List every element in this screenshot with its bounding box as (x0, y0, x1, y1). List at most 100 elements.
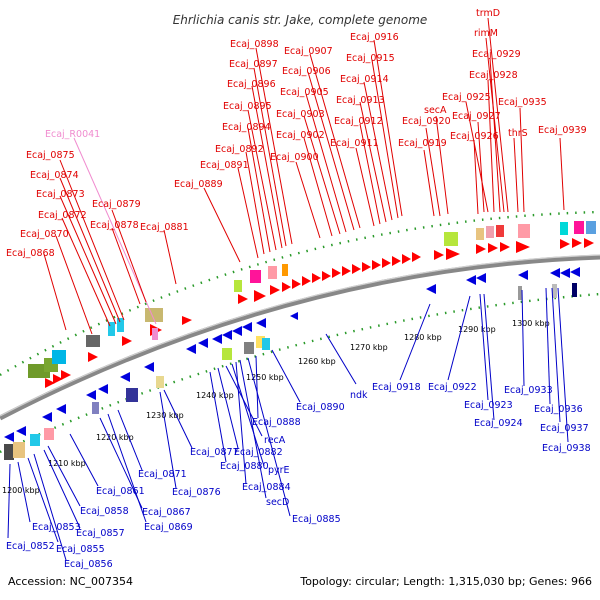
bottom-leaders (7, 287, 569, 561)
inner-scale-track (0, 292, 600, 454)
leader (253, 67, 287, 247)
gene-arrow (560, 239, 570, 249)
gene-arrow (144, 362, 154, 372)
gene-arrow (412, 252, 421, 262)
gene-arrow (182, 316, 192, 325)
gene-arrow (476, 244, 486, 254)
leader (59, 195, 117, 325)
leader (247, 127, 271, 253)
label-secA: secA (424, 105, 447, 116)
feature-box (586, 221, 596, 234)
leader (303, 115, 341, 235)
gene-arrow (342, 266, 351, 276)
leader (551, 287, 561, 423)
label-Ecaj_0916: Ecaj_0916 (350, 32, 399, 43)
feature-box (250, 270, 261, 283)
gene-arrow (53, 374, 63, 384)
label-Ecaj_0879: Ecaj_0879 (92, 199, 141, 210)
gene-arrow (402, 254, 411, 264)
leader (33, 453, 67, 561)
label-Ecaj_0873: Ecaj_0873 (36, 189, 85, 200)
leader (245, 151, 265, 255)
gene-arrow (45, 378, 55, 388)
label-Ecaj_R0041: Ecaj_R0041 (45, 129, 100, 140)
genome-backbone (0, 254, 600, 421)
leader (305, 93, 347, 233)
label-Ecaj_0867: Ecaj_0867 (142, 507, 191, 518)
scale-label-1240: 1240 kbp (196, 391, 234, 400)
scale-label-1270: 1270 kbp (350, 343, 388, 352)
gene-arrow (332, 268, 341, 278)
label-Ecaj_0929: Ecaj_0929 (472, 49, 521, 60)
leader (373, 39, 403, 217)
scale-label-1260: 1260 kbp (298, 357, 336, 366)
gene-arrow (290, 312, 298, 320)
feature-box (117, 318, 124, 332)
gene-arrow (56, 404, 66, 414)
scale-label-1200: 1200 kbp (2, 486, 40, 495)
leader (69, 433, 99, 487)
gene-arrow (488, 243, 498, 253)
label-Ecaj_0933: Ecaj_0933 (504, 385, 553, 396)
feature-box (234, 280, 242, 292)
rna-feature (152, 328, 158, 340)
leader (303, 137, 333, 237)
label-Ecaj_0938: Ecaj_0938 (542, 443, 591, 454)
leader (237, 167, 259, 259)
backbone-highlight (0, 254, 600, 417)
leader (43, 253, 67, 331)
label-Ecaj_0880: Ecaj_0880 (220, 461, 269, 472)
gene-arrow (88, 352, 98, 362)
gene-arrow (122, 336, 132, 346)
leader (447, 295, 471, 381)
gene-arrow (550, 268, 560, 278)
feature-box (444, 232, 458, 246)
feature-box (476, 228, 484, 240)
gene-arrow (86, 390, 96, 400)
feature-box (560, 222, 568, 235)
label-Ecaj_0923: Ecaj_0923 (464, 400, 513, 411)
gene-arrow (572, 238, 582, 248)
leader (559, 137, 565, 211)
gene-arrow (212, 334, 222, 344)
gene-arrow (186, 344, 196, 354)
gene-arrow (434, 250, 444, 260)
leader (557, 287, 569, 443)
genome-summary-text: Topology: circular; Length: 1,315,030 bp… (299, 575, 592, 588)
gene-arrow (256, 318, 266, 328)
leader (519, 107, 525, 213)
gene-arrow (352, 264, 361, 274)
feature-box (156, 376, 164, 388)
feature-box (486, 226, 494, 238)
feature-box (86, 335, 100, 347)
label-secD: secD (266, 497, 289, 508)
leader (163, 389, 193, 449)
label-recA: recA (264, 435, 286, 446)
label-Ecaj_0926: Ecaj_0926 (450, 131, 499, 142)
feature-box (496, 225, 504, 237)
label-Ecaj_0898: Ecaj_0898 (230, 39, 279, 50)
label-Ecaj_0885: Ecaj_0885 (292, 514, 341, 525)
label-Ecaj_0861: Ecaj_0861 (96, 486, 145, 497)
gene-arrow (270, 285, 280, 295)
leader (217, 367, 239, 449)
label-rimM: rimM (474, 28, 498, 39)
label-Ecaj_0914: Ecaj_0914 (340, 74, 389, 85)
gene-arrow (222, 330, 232, 340)
feature-box (30, 434, 40, 446)
scale-label-1290: 1290 kbp (458, 325, 496, 334)
label-Ecaj_0922: Ecaj_0922 (428, 382, 477, 393)
feature-box (52, 350, 66, 364)
feature-box (92, 402, 99, 414)
scale-label-1220: 1220 kbp (96, 433, 134, 442)
label-Ecaj_0869: Ecaj_0869 (144, 522, 193, 533)
label-pyrE: pyrE (268, 465, 290, 476)
leader (477, 121, 485, 213)
feature-box (572, 283, 577, 297)
leader (295, 161, 321, 239)
label-Ecaj_0871: Ecaj_0871 (138, 469, 187, 480)
label-Ecaj_0911: Ecaj_0911 (330, 138, 379, 149)
label-Ecaj_0856: Ecaj_0856 (64, 559, 113, 570)
label-Ecaj_0902: Ecaj_0902 (276, 130, 325, 141)
label-Ecaj_0872: Ecaj_0872 (38, 210, 87, 221)
